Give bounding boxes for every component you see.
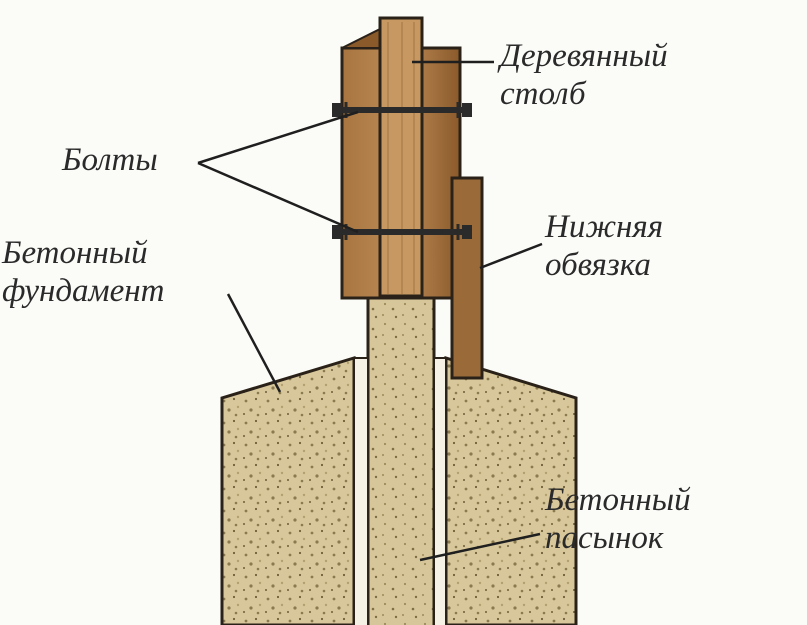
label-bolts-text: Болты [62,142,158,178]
label-concrete-stepson-line1: Бетонный [545,482,691,518]
lower-tie-board [452,178,482,378]
label-concrete-stepson-line2: пасынок [545,520,663,556]
label-concrete-foundation-line1: Бетонный [2,235,148,271]
concrete-foundation-left [222,358,354,625]
label-concrete-stepson: Бетонный пасынок [545,482,691,558]
label-wooden-post: Деревянный столб [500,38,668,114]
label-lower-tie-line2: обвязка [545,247,651,283]
label-wooden-post-line1: Деревянный [500,38,668,74]
label-lower-tie: Нижняя обвязка [545,209,663,285]
label-concrete-foundation-line2: фундамент [2,273,164,309]
concrete-stepson [354,295,446,625]
label-wooden-post-line2: столб [500,76,586,112]
label-lower-tie-line1: Нижняя [545,209,663,245]
label-bolts: Болты [62,142,158,180]
wooden-post [380,18,422,296]
label-concrete-foundation: Бетонный фундамент [2,235,164,311]
